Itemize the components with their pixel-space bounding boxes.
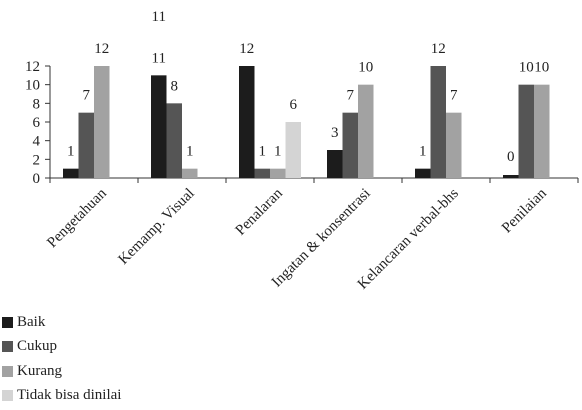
bar-kurang-ingatan-konsentrasi xyxy=(358,84,374,178)
bar-kurang-kemamp-visual xyxy=(182,168,198,178)
legend-label-baik: Baik xyxy=(17,313,46,330)
y-tick-label: 10 xyxy=(25,78,40,94)
data-label-cukup-penilaian: 10 xyxy=(519,60,534,76)
y-axis: 0 2 4 6 8 10 12 xyxy=(25,59,51,187)
bar-baik-penalaran xyxy=(239,66,255,178)
legend-item-tidak-bisa-dinilai: Tidak bisa dinilai xyxy=(2,384,121,409)
x-axis xyxy=(49,177,579,183)
x-tick-labels-group: Pengetahuan Kemamp. Visual PenalaranIngata… xyxy=(44,185,550,292)
data-label-kurang-pengetahuan: 12 xyxy=(94,41,109,57)
bar-cukup-ingatan-konsentrasi xyxy=(342,112,358,178)
bar-kurang-kelancaran-verbal-bhs xyxy=(446,112,462,178)
data-label-cukup-ingatan-konsentrasi: 7 xyxy=(347,88,355,104)
legend-swatch-tidak-bisa-dinilai xyxy=(2,390,13,402)
y-tick-label: 0 xyxy=(33,171,41,187)
x-tick-label-kelancaran-verbal-bhs: Kelancaran verbal-bhs xyxy=(355,185,462,292)
y-tick-label: 8 xyxy=(33,96,41,112)
bar-cukup-penalaran xyxy=(254,168,270,178)
bar-kurang-penilaian xyxy=(534,84,550,178)
x-tick-label-ingatan-konsentrasi: Ingatan & konsentrasi xyxy=(269,186,374,291)
data-label-baik-kemamp-visual: 11 xyxy=(152,50,166,66)
x-tick-label-pengetahuan: Pengetahuan xyxy=(44,185,110,251)
stray-label-kemamp-visual: 11 xyxy=(152,9,166,25)
data-label-cukup-kelancaran-verbal-bhs: 12 xyxy=(431,41,446,57)
y-tick-label: 6 xyxy=(33,115,41,131)
data-label-baik-penilaian: 0 xyxy=(507,149,515,165)
data-label-baik-pengetahuan: 1 xyxy=(67,144,75,160)
legend-swatch-baik xyxy=(2,316,13,328)
legend-label-tidak-bisa-dinilai: Tidak bisa dinilai xyxy=(17,387,122,404)
data-label-cukup-kemamp-visual: 8 xyxy=(171,78,179,94)
bar-cukup-kemamp-visual xyxy=(166,103,182,178)
legend-label-cukup: Cukup xyxy=(17,338,58,355)
y-tick-label: 2 xyxy=(33,152,41,168)
bar-baik-penilaian xyxy=(503,175,519,178)
data-label-baik-ingatan-konsentrasi: 3 xyxy=(331,125,339,141)
data-label-cukup-pengetahuan: 7 xyxy=(83,88,91,104)
bars-group xyxy=(63,66,550,178)
bar-kurang-penalaran xyxy=(270,168,286,178)
legend-item-cukup: Cukup xyxy=(2,335,121,360)
bar-baik-kemamp-visual xyxy=(151,75,167,178)
data-label-kurang-penalaran: 1 xyxy=(274,144,282,160)
legend-swatch-kurang xyxy=(2,365,13,377)
bar-cukup-kelancaran-verbal-bhs xyxy=(430,66,446,178)
data-label-cukup-penalaran: 1 xyxy=(259,144,267,160)
data-label-kurang-kemamp-visual: 1 xyxy=(186,144,194,160)
data-label-kurang-kelancaran-verbal-bhs: 7 xyxy=(450,88,458,104)
bar-baik-ingatan-konsentrasi xyxy=(327,150,343,178)
y-tick-label: 4 xyxy=(33,134,41,150)
data-label-kurang-ingatan-konsentrasi: 10 xyxy=(358,60,373,76)
legend-item-baik: Baik xyxy=(2,310,121,335)
data-label-baik-kelancaran-verbal-bhs: 1 xyxy=(419,144,427,160)
y-tick-label: 12 xyxy=(25,59,40,75)
x-tick-label-penalaran: Penalaran xyxy=(233,185,286,238)
x-tick-label-kemamp-visual: Kemamp. Visual xyxy=(115,186,197,268)
bar-tidak-bisa-dinilai-penalaran xyxy=(285,122,301,178)
bar-kurang-pengetahuan xyxy=(94,66,110,178)
bar-baik-kelancaran-verbal-bhs xyxy=(415,168,431,178)
data-label-baik-penalaran: 12 xyxy=(239,41,254,57)
data-label-tidak-bisa-dinilai-penalaran: 6 xyxy=(290,97,298,113)
bar-cukup-penilaian xyxy=(518,84,534,178)
x-tick-label-penilaian: Penilaian xyxy=(499,185,550,236)
legend-item-kurang: Kurang xyxy=(2,359,121,384)
bar-cukup-pengetahuan xyxy=(78,112,94,178)
legend: Baik Cukup Kurang Tidak bisa dinilai xyxy=(2,310,121,408)
data-label-kurang-penilaian: 10 xyxy=(534,60,549,76)
legend-swatch-cukup xyxy=(2,341,13,353)
bar-baik-pengetahuan xyxy=(63,168,79,178)
legend-label-kurang: Kurang xyxy=(17,362,62,379)
